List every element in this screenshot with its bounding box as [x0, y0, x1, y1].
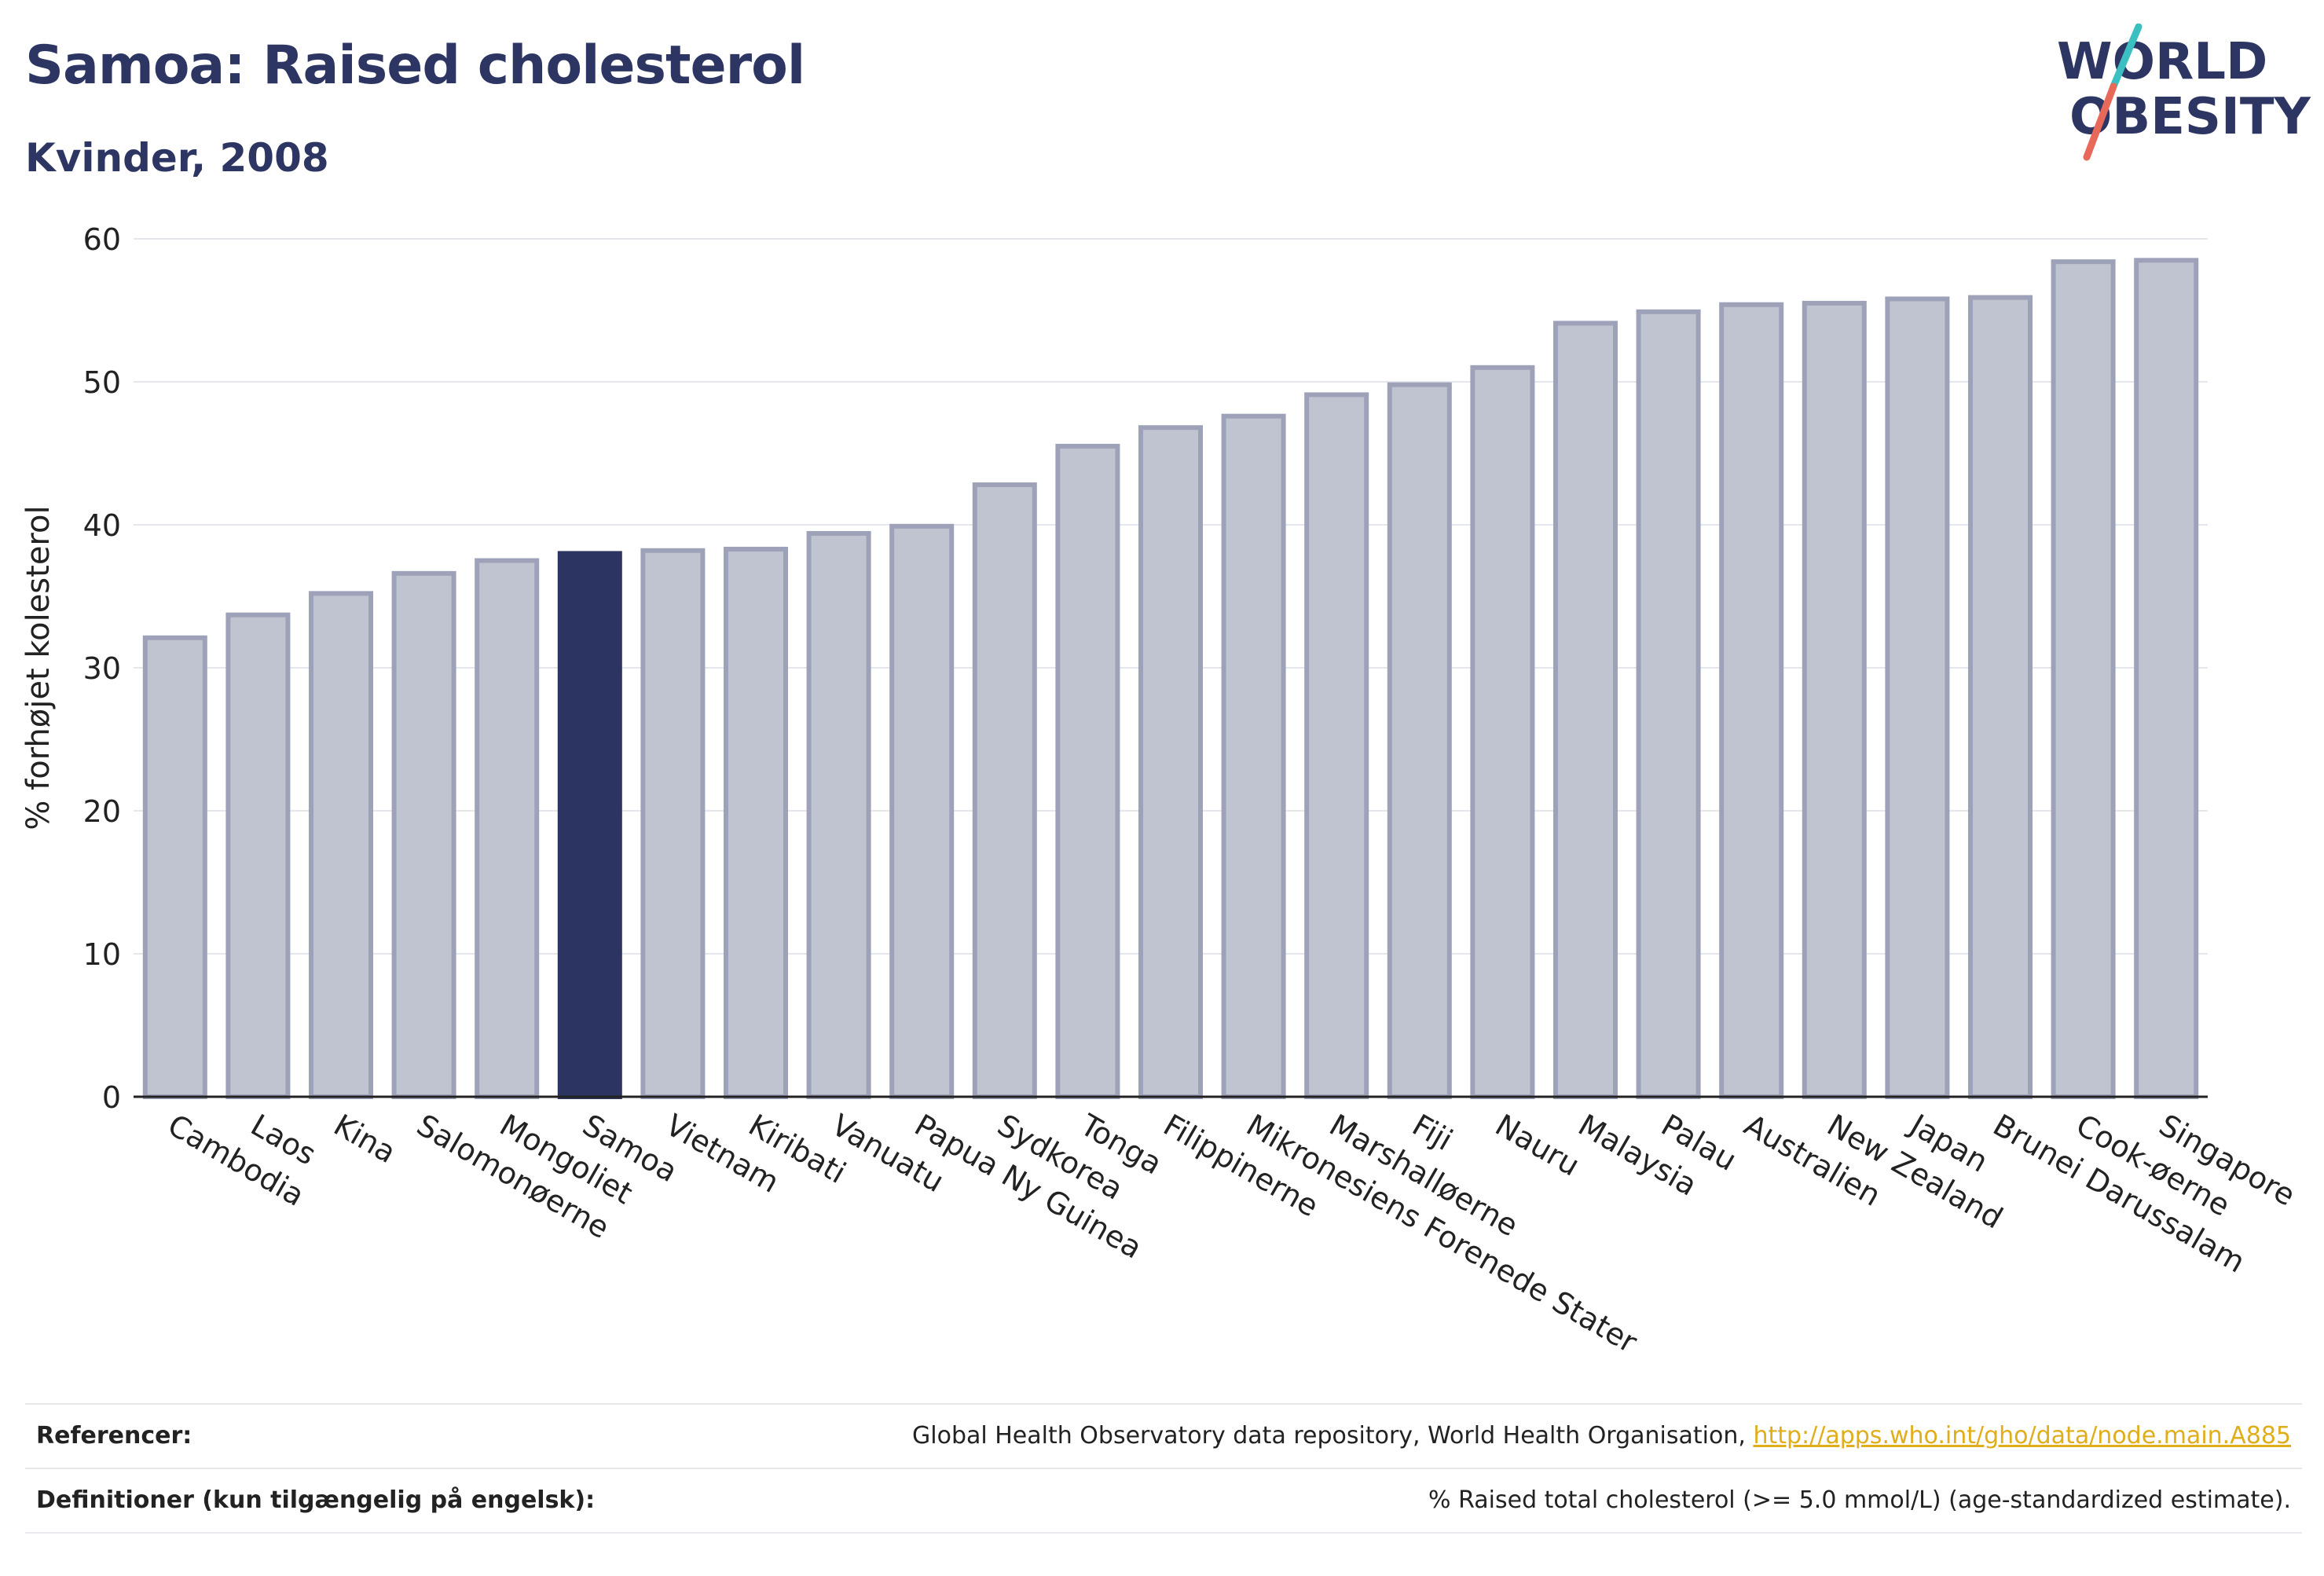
bar-kina [308, 591, 374, 1099]
chart-subtitle: Kvinder, 2008 [25, 135, 329, 181]
bar-samoa [557, 551, 622, 1099]
bar-marshall-erne [1304, 392, 1369, 1099]
bar-kiribati [723, 546, 789, 1099]
bar-salomon-erne [391, 570, 456, 1099]
bar-nauru [1470, 365, 1535, 1099]
y-tick-label: 0 [102, 1080, 121, 1115]
bar-cook-erne [2051, 259, 2116, 1099]
y-tick-label: 40 [83, 508, 121, 543]
bar-new-zealand [1802, 300, 1867, 1099]
bar-australien [1719, 302, 1784, 1100]
y-tick-label: 60 [83, 222, 121, 257]
bar-vanuatu [806, 530, 871, 1099]
definitions-value: % Raised total cholesterol (>= 5.0 mmol/… [1428, 1486, 2291, 1514]
y-tick-label: 50 [83, 365, 121, 400]
y-tick-label: 30 [83, 651, 121, 686]
references-row: Referencer: Global Health Observatory da… [25, 1403, 2302, 1469]
bar-cambodia [142, 635, 207, 1099]
bar-mikronesiens-forenede-stater [1221, 413, 1286, 1099]
bar-singapore [2134, 258, 2199, 1099]
logo-line-1: WORLD [2057, 33, 2267, 91]
references-text: Global Health Observatory data repositor… [912, 1422, 1754, 1450]
x-tick-label: Nauru [1490, 1108, 1585, 1183]
logo-slash-teal [2110, 24, 2143, 90]
bar-filippinerne [1138, 425, 1204, 1099]
footer-divider [25, 1532, 2302, 1534]
bar-malaysia [1552, 321, 1618, 1099]
chart-title: Samoa: Raised cholesterol [25, 35, 805, 97]
references-label: Referencer: [36, 1422, 192, 1450]
bar-papua-ny-guinea [889, 523, 955, 1099]
bar-mongoliet [475, 558, 540, 1099]
y-tick-labels: 0 10 20 30 40 50 60 [83, 222, 121, 1115]
definitions-label: Definitioner (kun tilgængelig på engelsk… [36, 1486, 596, 1514]
bar-palau [1636, 309, 1701, 1099]
bar-brunei-darussalam [1967, 295, 2033, 1099]
bar-japan [1885, 296, 1950, 1099]
logo-slash-coral [2083, 82, 2117, 161]
bar-vietnam [640, 548, 706, 1099]
y-axis-label: % forhøjet kolesterol [20, 505, 57, 830]
y-tick-label: 10 [83, 937, 121, 972]
definitions-row: Definitioner (kun tilgængelig på engelsk… [25, 1468, 2302, 1534]
bar-sydkorea [972, 482, 1037, 1099]
bars [142, 258, 2199, 1100]
y-tick-label: 20 [83, 794, 121, 829]
bar-laos [225, 612, 291, 1099]
x-tick-label: Kina [328, 1108, 402, 1171]
references-link[interactable]: http://apps.who.int/gho/data/node.main.A… [1753, 1422, 2291, 1450]
references-value: Global Health Observatory data repositor… [912, 1422, 2291, 1450]
world-obesity-logo: WORLD OBESITY [2057, 24, 2311, 161]
bar-tonga [1055, 443, 1120, 1099]
bar-fiji [1387, 382, 1452, 1099]
